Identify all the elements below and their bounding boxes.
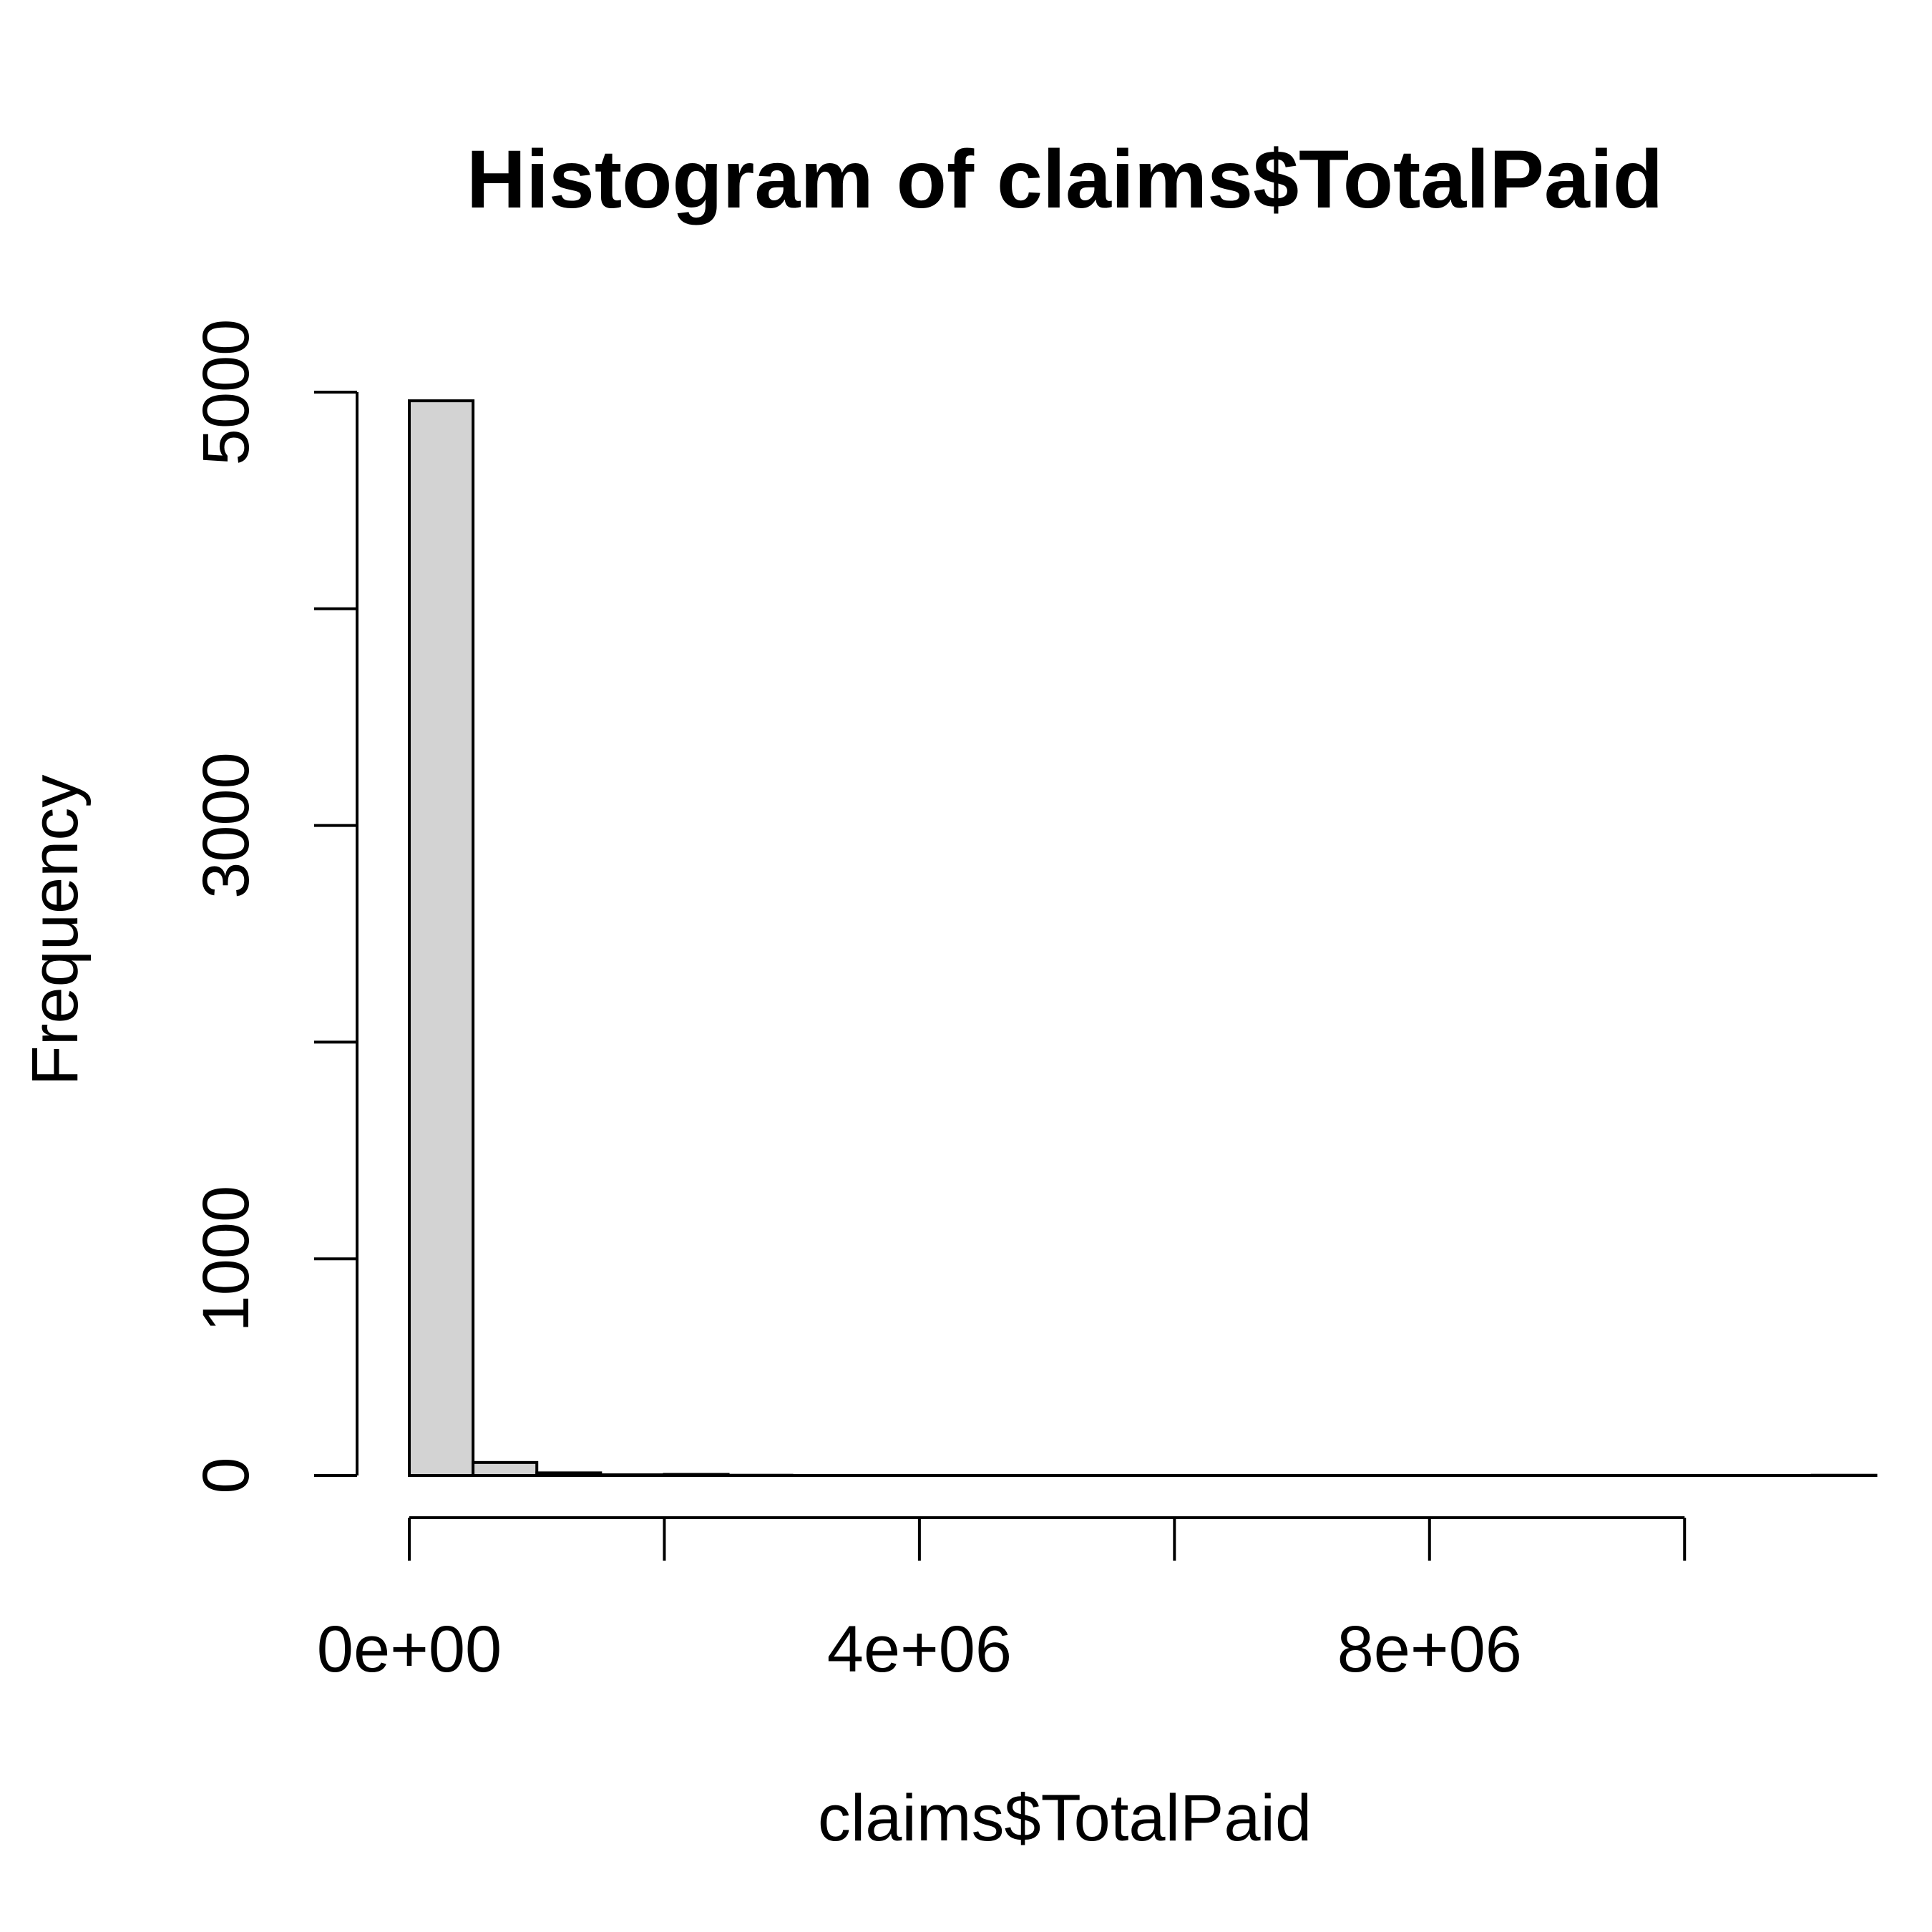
chart-title: Histogram of claims$TotalPaid xyxy=(467,134,1663,225)
y-tick-label-1: 1000 xyxy=(190,1186,263,1332)
x-tick-label-2: 4e+06 xyxy=(827,1613,1012,1686)
y-axis-label: Frequency xyxy=(19,775,92,1086)
y-tick-label-0: 0 xyxy=(190,1457,263,1493)
histogram-bar-0 xyxy=(408,399,475,1477)
y-axis: 0 1000 3000 5000 xyxy=(190,319,358,1494)
x-tick-label-0: 0e+00 xyxy=(317,1613,502,1686)
x-axis-label: claims$TotalPaid xyxy=(818,1782,1312,1855)
histogram-bars xyxy=(408,399,1878,1478)
y-tick-label-5: 5000 xyxy=(190,319,263,466)
x-tick-label-4: 8e+06 xyxy=(1337,1613,1522,1686)
x-axis: 0e+00 4e+06 8e+06 xyxy=(317,1516,1687,1686)
y-tick-label-3: 3000 xyxy=(190,752,263,899)
histogram-bar-1 xyxy=(472,1460,539,1478)
